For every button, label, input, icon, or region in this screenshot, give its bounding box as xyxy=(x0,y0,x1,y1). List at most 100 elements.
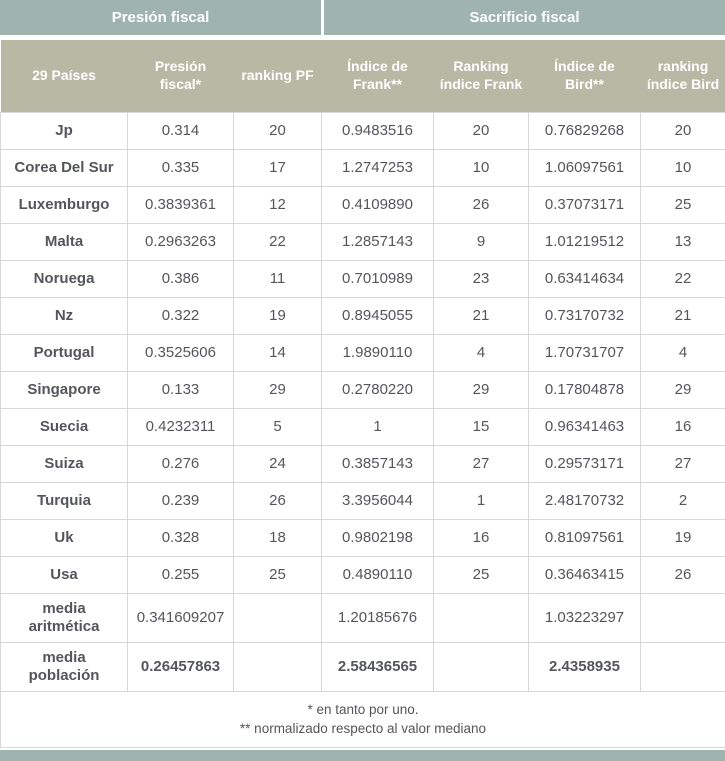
country-cell: Portugal xyxy=(1,334,128,371)
value-cell: 25 xyxy=(641,186,725,223)
value-cell: 5 xyxy=(234,408,322,445)
summary-value-cell: 1.03223297 xyxy=(529,593,641,642)
value-cell: 0.4232311 xyxy=(128,408,234,445)
country-cell: Singapore xyxy=(1,371,128,408)
value-cell: 1.06097561 xyxy=(529,149,641,186)
value-cell: 0.7010989 xyxy=(322,260,434,297)
country-cell: Nz xyxy=(1,297,128,334)
table-footer: * en tanto por uno. ** normalizado respe… xyxy=(1,691,725,747)
value-cell: 3.3956044 xyxy=(322,482,434,519)
country-cell: Corea Del Sur xyxy=(1,149,128,186)
value-cell: 1.2747253 xyxy=(322,149,434,186)
value-cell: 2.48170732 xyxy=(529,482,641,519)
value-cell: 0.2963263 xyxy=(128,223,234,260)
summary-value-cell: 0.341609207 xyxy=(128,593,234,642)
group-header-presion-fiscal: Presión fiscal xyxy=(0,0,321,35)
value-cell: 0.9483516 xyxy=(322,112,434,149)
value-cell: 29 xyxy=(234,371,322,408)
value-cell: 26 xyxy=(234,482,322,519)
value-cell: 25 xyxy=(434,556,529,593)
value-cell: 26 xyxy=(641,556,725,593)
country-cell: Suiza xyxy=(1,445,128,482)
value-cell: 14 xyxy=(234,334,322,371)
value-cell: 16 xyxy=(434,519,529,556)
summary-value-cell xyxy=(234,642,322,691)
value-cell: 20 xyxy=(641,112,725,149)
country-cell: Turquia xyxy=(1,482,128,519)
value-cell: 1 xyxy=(434,482,529,519)
value-cell: 13 xyxy=(641,223,725,260)
summary-value-cell: 2.4358935 xyxy=(529,642,641,691)
footnote-row: * en tanto por uno. ** normalizado respe… xyxy=(1,691,725,747)
country-cell: Uk xyxy=(1,519,128,556)
value-cell: 0.328 xyxy=(128,519,234,556)
value-cell: 19 xyxy=(641,519,725,556)
value-cell: 19 xyxy=(234,297,322,334)
value-cell: 16 xyxy=(641,408,725,445)
value-cell: 0.96341463 xyxy=(529,408,641,445)
column-header-1: Presión fiscal* xyxy=(128,40,234,112)
value-cell: 10 xyxy=(641,149,725,186)
summary-label-cell: media aritmética xyxy=(1,593,128,642)
value-cell: 9 xyxy=(434,223,529,260)
summary-value-cell xyxy=(434,593,529,642)
country-cell: Suecia xyxy=(1,408,128,445)
column-header-2: ranking PF xyxy=(234,40,322,112)
summary-value-cell xyxy=(641,593,725,642)
value-cell: 15 xyxy=(434,408,529,445)
value-cell: 21 xyxy=(641,297,725,334)
value-cell: 0.335 xyxy=(128,149,234,186)
summary-label-cell: media población xyxy=(1,642,128,691)
value-cell: 0.9802198 xyxy=(322,519,434,556)
value-cell: 0.386 xyxy=(128,260,234,297)
value-cell: 24 xyxy=(234,445,322,482)
column-header-5: Índice de Bird** xyxy=(529,40,641,112)
value-cell: 1 xyxy=(322,408,434,445)
value-cell: 0.17804878 xyxy=(529,371,641,408)
value-cell: 26 xyxy=(434,186,529,223)
value-cell: 0.255 xyxy=(128,556,234,593)
column-header-6: ranking índice Bird xyxy=(641,40,725,112)
value-cell: 18 xyxy=(234,519,322,556)
value-cell: 12 xyxy=(234,186,322,223)
value-cell: 0.4109890 xyxy=(322,186,434,223)
footnote-cell: * en tanto por uno. ** normalizado respe… xyxy=(1,691,725,747)
value-cell: 1.70731707 xyxy=(529,334,641,371)
country-cell: Malta xyxy=(1,223,128,260)
summary-value-cell: 0.26457863 xyxy=(128,642,234,691)
value-cell: 22 xyxy=(641,260,725,297)
value-cell: 0.76829268 xyxy=(529,112,641,149)
value-cell: 22 xyxy=(234,223,322,260)
value-cell: 0.36463415 xyxy=(529,556,641,593)
value-cell: 4 xyxy=(641,334,725,371)
value-cell: 4 xyxy=(434,334,529,371)
footnote-2: ** normalizado respecto al valor mediano xyxy=(5,719,721,739)
value-cell: 29 xyxy=(641,371,725,408)
country-cell: Luxemburgo xyxy=(1,186,128,223)
summary-value-cell: 1.20185676 xyxy=(322,593,434,642)
value-cell: 1.9890110 xyxy=(322,334,434,371)
value-cell: 0.29573171 xyxy=(529,445,641,482)
value-cell: 0.314 xyxy=(128,112,234,149)
value-cell: 0.73170732 xyxy=(529,297,641,334)
value-cell: 0.322 xyxy=(128,297,234,334)
value-cell: 0.81097561 xyxy=(529,519,641,556)
value-cell: 25 xyxy=(234,556,322,593)
value-cell: 0.63414634 xyxy=(529,260,641,297)
value-cell: 0.3839361 xyxy=(128,186,234,223)
group-header-sacrificio-fiscal: Sacrificio fiscal xyxy=(324,0,725,35)
